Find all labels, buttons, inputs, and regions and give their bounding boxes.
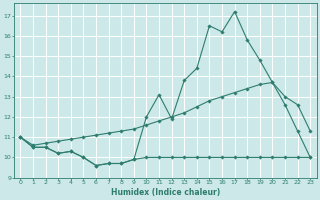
- X-axis label: Humidex (Indice chaleur): Humidex (Indice chaleur): [111, 188, 220, 197]
